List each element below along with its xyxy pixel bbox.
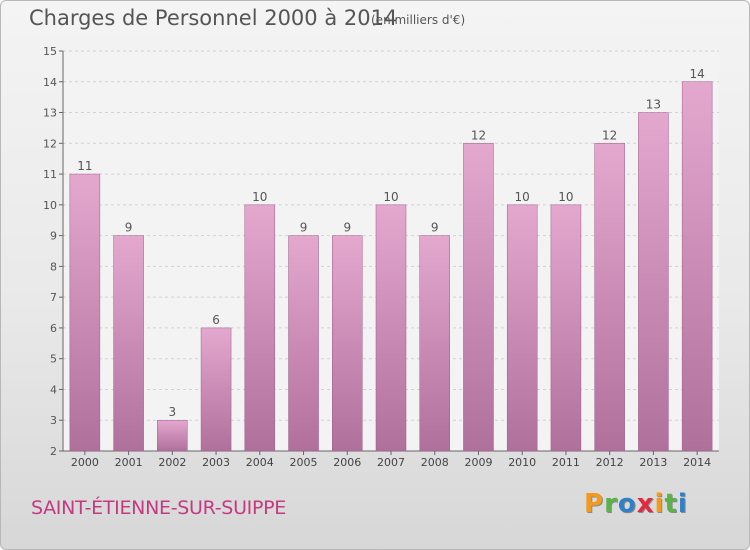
y-tick-label: 6 xyxy=(50,322,57,335)
bar-value-label: 11 xyxy=(77,159,92,173)
place-name: SAINT-ÉTIENNE-SUR-SUIPPE xyxy=(31,497,286,519)
bar xyxy=(375,204,407,452)
bar-value-label: 14 xyxy=(689,67,704,81)
logo-letter: i xyxy=(677,489,688,519)
logo-letter: i xyxy=(654,489,665,519)
bar xyxy=(69,173,101,452)
x-tick-label: 2005 xyxy=(290,456,318,469)
bar-value-label: 10 xyxy=(558,190,573,204)
x-tick-label: 2010 xyxy=(508,456,536,469)
bar xyxy=(419,235,450,452)
bar-value-label: 9 xyxy=(300,221,308,235)
bar xyxy=(463,143,494,452)
bar-value-label: 6 xyxy=(212,313,220,327)
y-tick-label: 4 xyxy=(50,383,57,396)
y-tick-label: 3 xyxy=(50,414,57,427)
bar-value-label: 10 xyxy=(252,190,267,204)
x-tick-label: 2013 xyxy=(639,456,667,469)
x-tick-label: 2001 xyxy=(115,456,143,469)
bar xyxy=(550,204,582,452)
bar-value-label: 10 xyxy=(383,190,398,204)
chart-title: Charges de Personnel 2000 à 2014 xyxy=(29,6,398,30)
bar xyxy=(681,81,713,452)
y-tick-label: 11 xyxy=(43,168,57,181)
y-tick-label: 8 xyxy=(50,260,57,273)
y-tick-label: 12 xyxy=(43,137,57,150)
bar xyxy=(200,327,232,452)
x-tick-label: 2009 xyxy=(464,456,492,469)
bar xyxy=(506,204,538,452)
x-tick-label: 2004 xyxy=(246,456,274,469)
bar xyxy=(638,112,669,452)
x-tick-label: 2011 xyxy=(552,456,580,469)
y-tick-label: 15 xyxy=(43,45,57,58)
y-tick-label: 10 xyxy=(43,199,57,212)
bar-value-label: 13 xyxy=(646,98,661,112)
bar-value-label: 9 xyxy=(431,221,439,235)
logo-letter: r xyxy=(604,489,618,519)
chart-unit-label: (en milliers d'€) xyxy=(371,13,466,27)
x-tick-label: 2006 xyxy=(333,456,361,469)
y-tick-label: 14 xyxy=(43,76,57,89)
bar xyxy=(332,235,363,452)
bar xyxy=(113,235,144,452)
x-tick-label: 2012 xyxy=(596,456,624,469)
bar xyxy=(594,143,625,452)
y-tick-label: 5 xyxy=(50,353,57,366)
bar-value-label: 3 xyxy=(169,405,177,419)
logo-letter: x xyxy=(636,489,655,519)
bar-value-label: 12 xyxy=(602,128,617,142)
x-tick-label: 2014 xyxy=(683,456,711,469)
x-tick-label: 2008 xyxy=(421,456,449,469)
bar-value-label: 12 xyxy=(471,128,486,142)
y-tick-label: 7 xyxy=(50,291,57,304)
bar-value-label: 10 xyxy=(515,190,530,204)
bar xyxy=(244,204,276,452)
y-tick-label: 2 xyxy=(50,445,57,458)
bar-value-label: 9 xyxy=(125,221,133,235)
logo-letter: o xyxy=(617,489,637,519)
bar-value-label: 9 xyxy=(343,221,351,235)
logo-letter: P xyxy=(584,489,605,519)
y-tick-label: 13 xyxy=(43,107,57,120)
x-tick-label: 2000 xyxy=(71,456,99,469)
x-tick-label: 2007 xyxy=(377,456,405,469)
y-tick-label: 9 xyxy=(50,230,57,243)
x-tick-label: 2003 xyxy=(202,456,230,469)
x-tick-label: 2002 xyxy=(158,456,186,469)
proxiti-logo: Proxiti xyxy=(584,489,688,519)
bar xyxy=(157,419,188,452)
bar xyxy=(288,235,319,452)
logo-letter: t xyxy=(664,489,678,519)
